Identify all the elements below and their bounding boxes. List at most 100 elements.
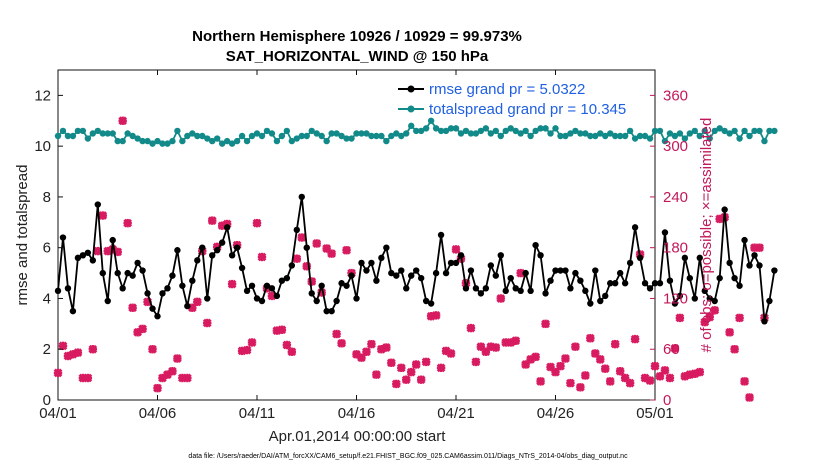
obs-marker: [168, 366, 177, 376]
rmse-point: [557, 267, 564, 274]
totalspread-point: [209, 137, 216, 145]
totalspread-point: [283, 127, 291, 135]
totalspread-point: [298, 132, 305, 140]
rmse-point: [358, 259, 365, 267]
x-tick-label: 04/26: [537, 405, 575, 422]
rmse-point: [124, 269, 131, 277]
totalspread-point: [204, 135, 211, 142]
rmse-point: [368, 259, 375, 267]
totalspread-point: [149, 140, 156, 147]
rmse-point: [512, 285, 519, 292]
rmse-point: [184, 302, 191, 310]
rmse-point: [736, 282, 743, 289]
totalspread-point: [711, 127, 718, 135]
rmse-point: [248, 282, 256, 289]
obs-marker: [740, 377, 749, 386]
obs-marker: [342, 245, 351, 255]
totalspread-point: [726, 130, 733, 137]
y-tick-label: 8: [43, 189, 51, 206]
obs-marker: [207, 216, 217, 225]
totalspread-point: [278, 132, 286, 140]
totalspread-point: [746, 132, 753, 140]
totalspread-point: [691, 127, 698, 135]
totalspread-point: [766, 127, 773, 135]
obs-marker: [725, 327, 734, 337]
rmse-point: [293, 226, 300, 234]
totalspread-point: [119, 137, 126, 145]
totalspread-point: [373, 132, 380, 140]
rmse-point: [641, 280, 649, 287]
rmse-point: [432, 269, 440, 277]
rmse-point: [597, 297, 604, 305]
rmse-point: [363, 267, 370, 274]
rmse-point: [328, 307, 335, 315]
rmse-point: [69, 307, 77, 315]
obs-marker: [436, 363, 446, 373]
totalspread-point: [447, 125, 455, 132]
chart-title: Northern Hemisphere 10926 / 10929 = 99.9…: [192, 28, 522, 45]
rmse-point: [711, 297, 718, 305]
obs-marker: [670, 344, 680, 353]
totalspread-point: [522, 127, 529, 135]
obs-marker: [367, 339, 376, 349]
rmse-point: [607, 280, 614, 287]
obs-marker: [138, 324, 147, 334]
legend-label-rmse: rmse grand pr = 5.0322: [429, 81, 585, 98]
rmse-point: [691, 295, 698, 302]
obs-marker: [516, 268, 526, 278]
totalspread-point: [114, 137, 121, 145]
totalspread-point: [184, 132, 191, 140]
totalspread-point: [507, 125, 514, 132]
obs-marker: [561, 354, 570, 363]
obs-marker: [93, 246, 103, 256]
rmse-point: [84, 249, 92, 256]
obs-marker: [98, 211, 108, 220]
rmse-point: [353, 295, 360, 302]
rmse-point: [472, 285, 480, 292]
totalspread-point: [656, 127, 664, 135]
obs-marker: [630, 334, 640, 344]
x-axis: 04/01 04/06 04/11 04/16 04/21 04/26 05/01: [39, 70, 674, 422]
rmse-point: [661, 229, 669, 236]
totalspread-point: [626, 127, 634, 135]
y-axis-right: 0 60 120 180 240 300 360: [650, 87, 688, 409]
totalspread-point: [318, 132, 325, 140]
totalspread-point: [452, 125, 460, 132]
totalspread-point: [612, 132, 619, 140]
obs-marker: [600, 364, 610, 374]
obs-marker: [386, 358, 396, 368]
y-axis-right-label: # of obs: o=possible; ×=assimilated: [698, 118, 715, 353]
rmse-point: [238, 264, 246, 272]
rmse-point: [636, 254, 644, 262]
rmse-point: [681, 254, 689, 262]
obs-marker: [287, 347, 297, 357]
rmse-point: [756, 262, 763, 269]
obs-marker: [277, 325, 287, 335]
y-right-tick-label: 180: [663, 240, 688, 257]
obs-marker: [660, 366, 670, 375]
totalspread-point: [492, 127, 499, 135]
obs-marker: [257, 252, 267, 262]
totalspread-point: [383, 137, 390, 145]
rmse-point: [701, 287, 708, 295]
totalspread-point: [671, 132, 679, 140]
legend: rmse grand pr = 5.0322 totalspread grand …: [398, 81, 626, 118]
totalspread-point: [214, 135, 221, 142]
y-right-tick-label: 360: [663, 87, 688, 104]
totalspread-point: [154, 137, 161, 145]
obs-marker: [531, 352, 540, 362]
obs-marker: [307, 277, 317, 286]
totalspread-point: [238, 132, 246, 140]
totalspread-point: [686, 130, 694, 137]
rmse-point: [422, 297, 430, 305]
rmse-point: [696, 254, 703, 262]
obs-marker: [396, 363, 406, 373]
rmse-point: [149, 305, 156, 312]
rmse-point: [298, 193, 305, 201]
totalspread-point: [636, 132, 644, 140]
obs-marker: [391, 379, 401, 389]
rmse-point: [263, 282, 271, 289]
obs-marker: [118, 116, 128, 126]
rmse-point: [751, 252, 758, 259]
totalspread-point: [169, 137, 176, 145]
